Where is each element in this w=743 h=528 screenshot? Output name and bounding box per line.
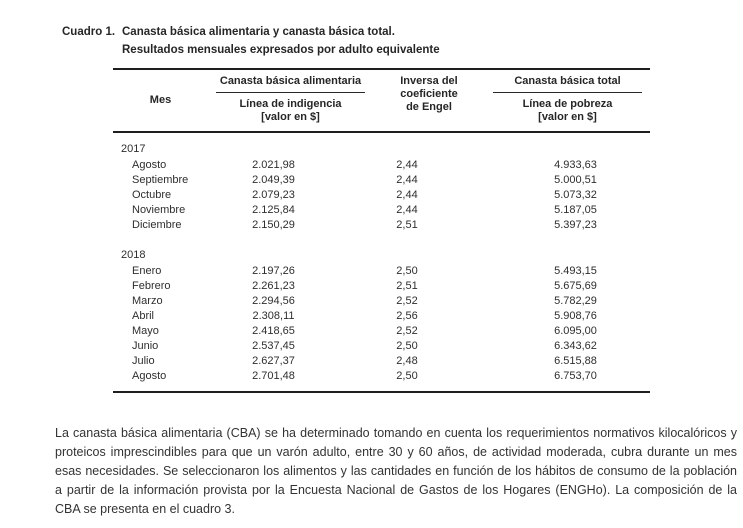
cell-month: Agosto xyxy=(132,370,167,382)
year-group: 2017 Agosto 2.021,98 2,44 4.933,63 Septiembre… xyxy=(113,142,650,233)
cell-engel-value: 2,52 xyxy=(396,325,418,337)
cell-cba-value: 2.308,11 xyxy=(252,310,295,322)
cell-cbt-value: 5.908,76 xyxy=(554,310,597,322)
table-body: 2017 Agosto 2.021,98 2,44 4.933,63 Septiembre… xyxy=(113,133,650,391)
column-header-engel: Inversa del coeficiente de Engel xyxy=(373,75,485,125)
engel-header-line3: de Engel xyxy=(406,101,452,113)
table-row: Noviembre 2.125,84 2,44 5.187,05 xyxy=(113,203,650,218)
cell-cbt-value: 5.397,23 xyxy=(554,219,597,231)
engel-header-line2: coeficiente xyxy=(400,88,458,100)
footnote-paragraph: La canasta básica alimentaria (CBA) se h… xyxy=(55,426,737,516)
table-row: Diciembre 2.150,29 2,51 5.397,23 xyxy=(113,218,650,233)
cell-cba-value: 2.627,37 xyxy=(252,355,295,367)
cell-engel-value: 2,52 xyxy=(396,295,418,307)
cell-month: Octubre xyxy=(132,189,172,201)
cell-cbt-value: 5.675,69 xyxy=(554,280,597,292)
cbt-subheader-line1: Línea de pobreza xyxy=(522,98,613,110)
table-title-number: Cuadro 1. xyxy=(62,26,116,38)
cell-cbt-value: 5.782,29 xyxy=(554,295,597,307)
cell-engel-value: 2,50 xyxy=(396,265,418,277)
cell-month: Marzo xyxy=(132,295,163,307)
cell-engel-value: 2,51 xyxy=(396,219,418,231)
table-row: Octubre 2.079,23 2,44 5.073,32 xyxy=(113,188,650,203)
cell-month: Agosto xyxy=(132,159,167,171)
table-title-line1: Canasta básica alimentaria y canasta bás… xyxy=(122,26,395,38)
cell-engel-value: 2,44 xyxy=(396,159,418,171)
table-row: Septiembre 2.049,39 2,44 5.000,51 xyxy=(113,173,650,188)
cell-cba-value: 2.294,56 xyxy=(252,295,295,307)
cell-engel-value: 2,44 xyxy=(396,174,418,186)
column-header-cbt: Canasta básica total Línea de pobreza [v… xyxy=(485,75,650,125)
table-row: Junio 2.537,45 2,50 6.343,62 xyxy=(113,339,650,354)
column-header-cba: Canasta básica alimentaria Línea de indi… xyxy=(208,75,373,125)
cell-engel-value: 2,50 xyxy=(396,340,418,352)
cell-engel-value: 2,50 xyxy=(396,370,418,382)
cell-cba-value: 2.150,29 xyxy=(252,219,295,231)
cell-cba-value: 2.418,65 xyxy=(252,325,295,337)
table-title-line2: Resultados mensuales expresados por adul… xyxy=(122,44,440,56)
cell-cba-value: 2.049,39 xyxy=(252,174,295,186)
cell-cba-value: 2.537,45 xyxy=(252,340,295,352)
cell-cbt-value: 5.073,32 xyxy=(554,189,597,201)
cba-subheader-line1: Línea de indigencia xyxy=(239,98,342,110)
cell-month: Noviembre xyxy=(132,204,186,216)
cell-cba-value: 2.701,48 xyxy=(252,370,295,382)
cell-engel-value: 2,44 xyxy=(396,189,418,201)
cell-month: Diciembre xyxy=(132,219,182,231)
cell-cbt-value: 6.753,70 xyxy=(554,370,597,382)
cell-cbt-value: 6.515,88 xyxy=(554,355,597,367)
cell-month: Mayo xyxy=(132,325,159,337)
table-title-text: Canasta básica alimentaria y canasta bás… xyxy=(122,23,440,59)
cell-cba-value: 2.125,84 xyxy=(252,204,295,216)
cba-subheader-line2: [valor en $] xyxy=(261,111,320,123)
cell-cbt-value: 6.343,62 xyxy=(554,340,597,352)
cell-engel-value: 2,44 xyxy=(396,204,418,216)
table-row: Abril 2.308,11 2,56 5.908,76 xyxy=(113,309,650,324)
cell-cba-value: 2.079,23 xyxy=(252,189,295,201)
table-title: Cuadro 1. Canasta básica alimentaria y c… xyxy=(62,23,440,59)
cell-month: Junio xyxy=(132,340,159,352)
engel-header-line1: Inversa del xyxy=(400,75,458,87)
cba-group-label: Canasta básica alimentaria xyxy=(219,75,362,87)
cell-cbt-value: 4.933,63 xyxy=(554,159,597,171)
cbt-group-underline xyxy=(493,92,642,93)
cell-engel-value: 2,56 xyxy=(396,310,418,322)
cell-cbt-value: 6.095,00 xyxy=(554,325,597,337)
cell-engel-value: 2,51 xyxy=(396,280,418,292)
cell-month: Febrero xyxy=(132,280,171,292)
table-row: Agosto 2.701,48 2,50 6.753,70 xyxy=(113,369,650,384)
cbt-group-label: Canasta básica total xyxy=(514,75,621,87)
cell-cbt-value: 5.187,05 xyxy=(554,204,597,216)
table-row: Agosto 2.021,98 2,44 4.933,63 xyxy=(113,158,650,173)
cell-cbt-value: 5.000,51 xyxy=(554,174,597,186)
table-header: Mes Canasta básica alimentaria Línea de … xyxy=(113,70,650,133)
cell-cba-value: 2.197,26 xyxy=(252,265,295,277)
table-row: Febrero 2.261,23 2,51 5.675,69 xyxy=(113,279,650,294)
year-label: 2017 xyxy=(121,143,146,155)
table-row: Mayo 2.418,65 2,52 6.095,00 xyxy=(113,324,650,339)
cell-month: Septiembre xyxy=(132,174,189,186)
cell-engel-value: 2,48 xyxy=(396,355,418,367)
table-row: Marzo 2.294,56 2,52 5.782,29 xyxy=(113,294,650,309)
cell-cba-value: 2.021,98 xyxy=(252,159,295,171)
table-row: Enero 2.197,26 2,50 5.493,15 xyxy=(113,264,650,279)
cell-cba-value: 2.261,23 xyxy=(252,280,295,292)
cba-group-underline xyxy=(216,92,365,93)
cell-month: Enero xyxy=(132,265,162,277)
cell-cbt-value: 5.493,15 xyxy=(554,265,597,277)
cbt-subheader-line2: [valor en $] xyxy=(538,111,597,123)
table-row: Julio 2.627,37 2,48 6.515,88 xyxy=(113,354,650,369)
year-label: 2018 xyxy=(121,249,146,261)
data-table: Mes Canasta básica alimentaria Línea de … xyxy=(113,68,650,393)
cell-month: Julio xyxy=(132,355,155,367)
cell-month: Abril xyxy=(132,310,155,322)
year-group: 2018 Enero 2.197,26 2,50 5.493,15 Febrero 2.26… xyxy=(113,248,650,384)
column-header-mes: Mes xyxy=(149,93,172,106)
